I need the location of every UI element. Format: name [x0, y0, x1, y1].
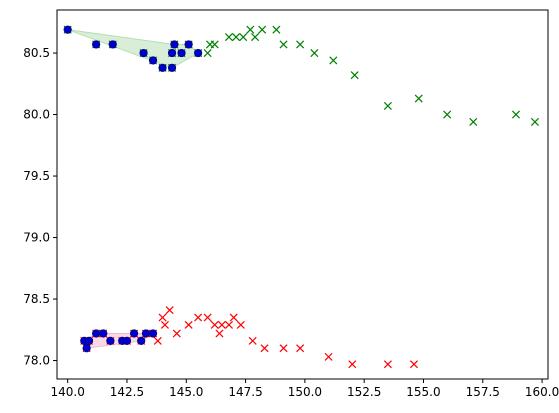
x-marker-s1-17: [232, 33, 241, 42]
cluster-dot-s4-12: [148, 329, 158, 338]
cluster-dot-s3-6: [158, 63, 167, 72]
x-marker-s1-16: [224, 33, 233, 42]
x-marker-s1-31: [469, 117, 478, 126]
x-marker-s2-25: [229, 313, 238, 322]
x-marker-s2-13: [153, 336, 162, 345]
x-marker-s2-22: [215, 329, 224, 338]
x-marker-s2-23: [217, 320, 226, 329]
x-marker-s2-24: [224, 320, 233, 329]
x-marker-s1-13: [203, 49, 212, 58]
x-marker-s1-24: [296, 40, 305, 49]
x-marker-s2-26: [236, 320, 245, 329]
x-marker-s2-32: [348, 360, 357, 369]
cluster-dot-s4-10: [137, 336, 146, 345]
axes-frame: [56, 9, 549, 380]
cluster-dot-s4-11: [141, 329, 151, 338]
x-tick-label: 145.0: [169, 385, 203, 399]
x-marker-s1-28: [383, 101, 392, 110]
shaded-regions: [67, 29, 199, 349]
cluster-dot-s4-4: [92, 329, 101, 338]
y-tick-label: 80.0: [23, 108, 50, 122]
cluster-dot-s3-10: [177, 48, 186, 58]
x-marker-s2-20: [203, 313, 212, 322]
x-marker-s2-14: [158, 313, 167, 322]
cluster-dot-s4-6: [106, 336, 115, 345]
x-tick-label: 155.0: [406, 385, 440, 399]
x-tick-label: 152.5: [347, 385, 381, 399]
x-marker-s2-28: [260, 344, 269, 353]
x-marker-s2-27: [248, 336, 257, 345]
x-tick-label: 160.0: [525, 385, 559, 399]
x-tick-label: 157.5: [466, 385, 500, 399]
cluster-dot-s4-9: [129, 329, 139, 338]
cluster-dot-s4-2: [82, 344, 91, 353]
x-tick-label: 150.0: [288, 385, 322, 399]
x-marker-s1-29: [414, 94, 423, 103]
x-tick-label: 140.0: [50, 385, 84, 399]
y-tick-label: 79.5: [23, 169, 50, 183]
x-marker-s1-26: [329, 56, 338, 65]
x-marker-s1-32: [511, 110, 521, 119]
y-tick-label: 80.5: [23, 46, 50, 60]
y-tick-label: 78.0: [23, 354, 50, 368]
cluster-dot-s3-4: [139, 48, 148, 58]
cluster-dot-s4-3: [84, 336, 94, 345]
x-marker-s2-19: [194, 313, 203, 322]
x-marker-s2-18: [184, 320, 193, 329]
cluster-dot-s3-7: [167, 63, 177, 72]
cluster-dot-s3-11: [184, 40, 193, 49]
y-tick-label: 79.0: [23, 231, 50, 245]
cluster-dot-s3-2: [92, 40, 101, 49]
y-axis: 78.0 78.5 79.0 79.5 80.0 80.5: [23, 46, 57, 368]
x-marker-s1-15: [210, 40, 219, 49]
cluster-dot-s3-3: [108, 40, 117, 49]
x-marker-s1-21: [258, 25, 267, 34]
cluster-dot-s3-5: [148, 56, 158, 65]
x-marker-s1-23: [279, 40, 288, 49]
x-marker-s2-21: [210, 320, 219, 329]
x-marker-s2-33: [383, 360, 392, 369]
x-marker-s2-15: [160, 320, 169, 329]
x-marker-s1-30: [443, 110, 452, 119]
x-marker-s1-19: [246, 25, 255, 34]
x-tick-label: 147.5: [228, 385, 262, 399]
x-marker-s1-27: [350, 71, 359, 80]
cluster-dot-s4-5: [99, 329, 108, 338]
x-marker-s2-17: [172, 329, 181, 338]
x-axis: 140.0 142.5 145.0 147.5 150.0 152.5 155.0 157.5…: [50, 379, 559, 399]
shaded-region-1: [67, 29, 199, 69]
x-marker-s2-34: [409, 360, 419, 369]
x-marker-s2-31: [324, 352, 333, 361]
x-tick-label: 142.5: [110, 385, 144, 399]
x-marker-s1-20: [251, 33, 260, 42]
x-marker-s1-22: [272, 25, 281, 34]
x-marker-s1-25: [310, 49, 319, 58]
data-points: [63, 25, 539, 369]
y-tick-label: 78.5: [23, 292, 50, 306]
x-marker-s1-33: [530, 117, 539, 126]
cluster-dot-s3-8: [167, 48, 177, 58]
x-marker-s1-18: [239, 33, 248, 42]
cluster-dot-s3-1: [63, 25, 72, 34]
cluster-dot-s3-9: [170, 40, 179, 49]
cluster-dot-s3-12: [194, 48, 203, 58]
x-marker-s2-30: [296, 344, 305, 353]
x-marker-s2-16: [165, 306, 174, 315]
cluster-dot-s4-8: [122, 336, 132, 345]
x-marker-s2-29: [279, 344, 288, 353]
